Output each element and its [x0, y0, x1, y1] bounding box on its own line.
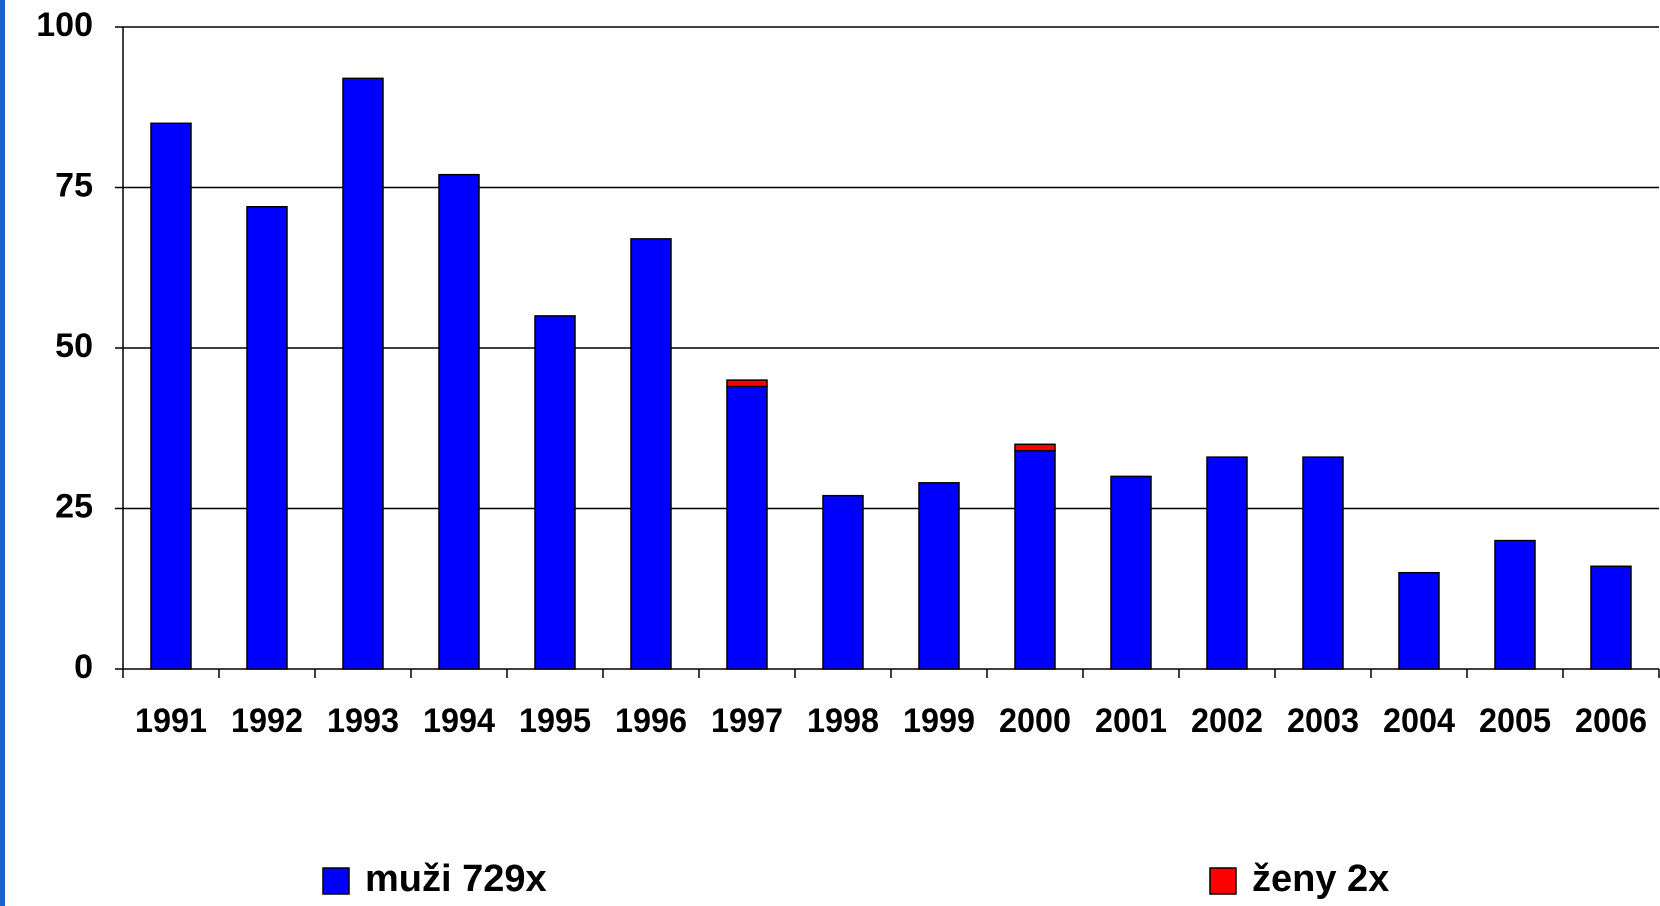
bar-segment	[918, 482, 960, 670]
legend-label: ženy 2x	[1252, 858, 1389, 900]
bar-segment	[1590, 565, 1632, 670]
x-tick-label: 1998	[807, 702, 879, 740]
bar-segment	[342, 77, 384, 670]
y-tick-label: 100	[36, 6, 93, 44]
x-tick-label: 1997	[711, 702, 783, 740]
bar-segment	[822, 494, 864, 670]
bar-segment	[438, 173, 480, 670]
x-tick-label: 2003	[1287, 702, 1359, 740]
side-strip	[0, 0, 5, 906]
x-tick-label: 2002	[1191, 702, 1263, 740]
legend-label: muži 729x	[365, 858, 547, 900]
bar-segment	[1494, 539, 1536, 670]
x-tick-label: 2000	[999, 702, 1071, 740]
x-tick-label: 1995	[519, 702, 591, 740]
bar-segment	[1014, 449, 1056, 670]
x-tick-label: 1991	[135, 702, 207, 740]
bar-segment	[246, 206, 288, 670]
bar-segment	[726, 379, 768, 388]
x-tick-label: 2005	[1479, 702, 1551, 740]
bar-segment	[726, 385, 768, 670]
x-tick-label: 1994	[423, 702, 495, 740]
x-tick-label: 1999	[903, 702, 975, 740]
bar-segment	[1206, 456, 1248, 670]
legend-swatch	[322, 867, 350, 895]
x-tick-label: 2004	[1383, 702, 1455, 740]
y-tick-label: 0	[74, 648, 93, 686]
y-tick-label: 25	[55, 487, 93, 525]
bar-segment	[1302, 456, 1344, 670]
bar-segment	[1398, 571, 1440, 670]
bar-segment	[534, 315, 576, 670]
x-tick-label: 1993	[327, 702, 399, 740]
x-tick-label: 2006	[1575, 702, 1647, 740]
bar-segment	[630, 238, 672, 670]
x-tick-label: 1996	[615, 702, 687, 740]
y-tick-label: 50	[55, 327, 93, 365]
x-tick-label: 2001	[1095, 702, 1167, 740]
y-tick-label: 75	[55, 166, 93, 204]
x-tick-label: 1992	[231, 702, 303, 740]
bar-segment	[1014, 443, 1056, 452]
bar-segment	[150, 122, 192, 670]
legend-swatch	[1209, 867, 1237, 895]
bar-segment	[1110, 475, 1152, 670]
